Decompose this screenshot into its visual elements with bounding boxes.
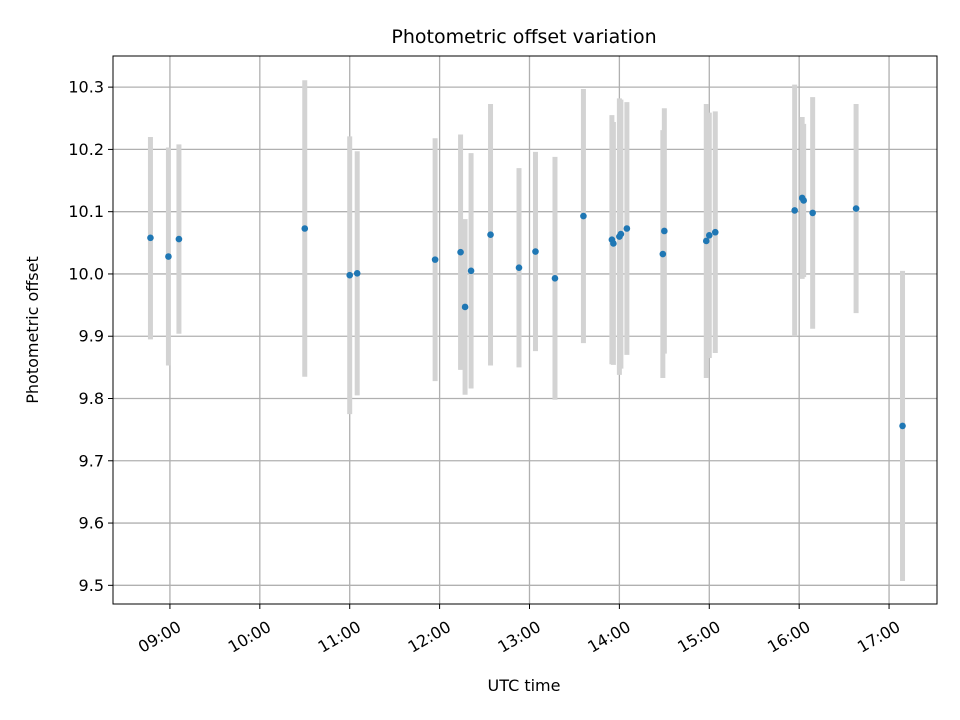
x-tick-label: 12:00 [405, 617, 454, 657]
data-point [580, 212, 587, 220]
x-tick-label: 10:00 [225, 617, 274, 657]
y-tick-label: 9.6 [79, 514, 104, 533]
chart-title: Photometric offset variation [391, 26, 656, 48]
x-tick-label: 17:00 [854, 617, 903, 657]
x-tick-label: 15:00 [674, 617, 723, 657]
y-axis-title: Photometric offset [23, 256, 42, 404]
data-point [659, 250, 667, 258]
x-tick-label: 13:00 [494, 617, 543, 657]
data-point [711, 228, 719, 236]
data-point [467, 267, 475, 275]
data-point [461, 303, 469, 311]
data-point [809, 209, 816, 217]
y-tick-label: 10.3 [68, 78, 104, 97]
data-point [800, 197, 807, 204]
x-tick-label: 11:00 [315, 617, 364, 657]
x-tick-label: 09:00 [135, 617, 184, 657]
y-axis-ticks: 9.5 9.6 9.7 9.8 9.9 10.0 10.1 10.2 10.3 [68, 78, 113, 595]
y-tick-label: 9.5 [79, 576, 104, 595]
data-point [532, 248, 539, 255]
data-point [623, 225, 631, 232]
x-tick-label: 14:00 [584, 617, 633, 657]
plot-frame [112, 55, 938, 605]
x-axis-ticks: 09:00 10:00 11:00 12:00 13:00 14:00 15:00 16:00… [135, 604, 903, 657]
x-axis-title: UTC time [488, 676, 561, 695]
data-point [551, 275, 559, 282]
data-point [346, 271, 354, 279]
data-point [431, 256, 439, 263]
data-point [487, 231, 494, 239]
data-point [457, 248, 464, 256]
data-point [852, 205, 860, 212]
y-tick-label: 9.7 [79, 451, 104, 470]
data-point [515, 264, 523, 272]
y-tick-label: 9.9 [79, 327, 104, 346]
data-point [791, 207, 798, 214]
y-tick-label: 10.2 [68, 140, 104, 159]
data-point [702, 237, 710, 245]
data-point [705, 232, 713, 239]
data-point [301, 225, 309, 232]
y-tick-label: 9.8 [79, 389, 104, 408]
data-point [175, 235, 183, 243]
x-tick-label: 16:00 [764, 617, 813, 657]
data-point [661, 227, 668, 235]
error-bars [147, 80, 906, 581]
data-point [147, 234, 154, 242]
data-point [353, 270, 361, 277]
data-point [617, 230, 625, 238]
data-points [147, 194, 906, 430]
data-point [165, 253, 172, 260]
y-tick-label: 10.0 [68, 264, 104, 283]
y-tick-label: 10.1 [68, 202, 104, 221]
data-point [899, 422, 906, 430]
data-point [610, 240, 617, 247]
